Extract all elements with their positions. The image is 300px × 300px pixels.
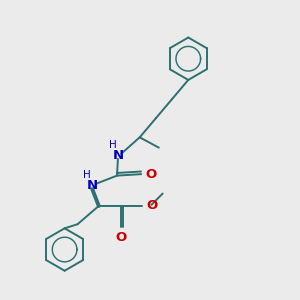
- Text: H: H: [109, 140, 117, 150]
- Text: H: H: [83, 170, 91, 180]
- Text: O: O: [145, 168, 157, 181]
- Text: O: O: [146, 200, 158, 212]
- Text: O: O: [115, 231, 127, 244]
- Text: N: N: [87, 179, 98, 192]
- Text: N: N: [112, 148, 124, 161]
